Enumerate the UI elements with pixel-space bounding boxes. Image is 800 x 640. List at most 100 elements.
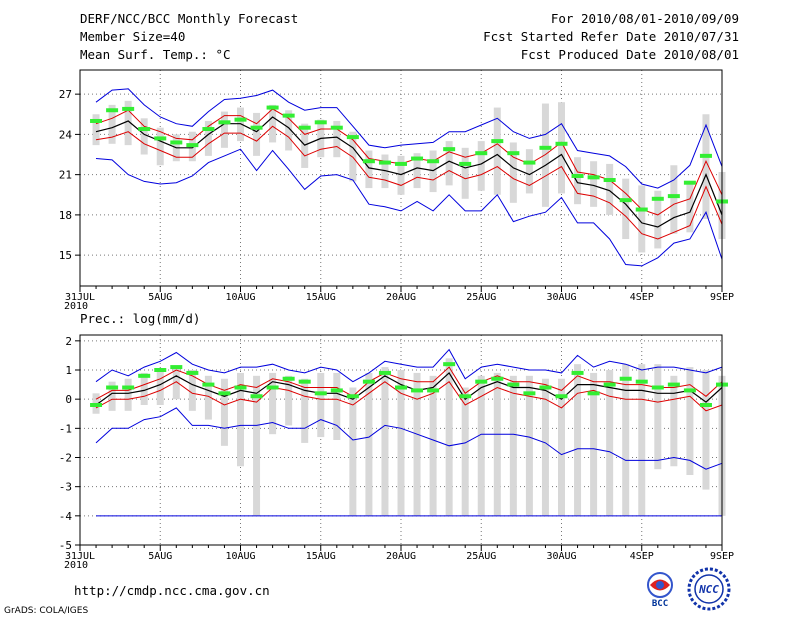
prec-xlabel-8: 9SEP xyxy=(710,551,734,562)
prec-median-8 xyxy=(202,382,215,387)
temp-xlabel-5: 25AUG xyxy=(466,292,496,303)
temp-upper-sd-line xyxy=(95,108,723,216)
prec-box-17 xyxy=(349,387,357,516)
prec-box-36 xyxy=(654,364,662,470)
prec-median-29 xyxy=(539,385,552,390)
temp-min-line xyxy=(95,148,723,267)
prec-median-37 xyxy=(667,382,680,387)
prec-median-4 xyxy=(138,373,151,378)
prec-median-33 xyxy=(603,382,616,387)
source-url[interactable]: http://cmdp.ncc.cma.gov.cn xyxy=(74,583,270,598)
temp-median-14 xyxy=(298,125,311,130)
prec-box-6 xyxy=(172,367,180,400)
temp-ylabel-4: 27 xyxy=(59,88,72,101)
temp-box-14 xyxy=(301,123,309,168)
temp-median-6 xyxy=(170,140,183,145)
prec-box-8 xyxy=(204,375,212,420)
temp-box-37 xyxy=(670,165,678,234)
forecast-period: For 2010/08/01-2010/09/09 xyxy=(550,11,739,26)
prec-xlabel-4: 20AUG xyxy=(386,551,416,562)
temp-ylabel-3: 24 xyxy=(59,128,73,141)
prec-box-5 xyxy=(156,370,164,405)
temp-box-30 xyxy=(558,102,565,194)
prec-year-label: 2010 xyxy=(64,560,88,571)
prec-median-14 xyxy=(298,379,311,384)
prec-box-39 xyxy=(702,370,710,490)
prec-median-9 xyxy=(218,391,231,396)
temp-median-37 xyxy=(667,194,680,199)
prec-median-31 xyxy=(571,370,584,375)
temp-median-24 xyxy=(459,161,472,166)
prec-median-2 xyxy=(106,385,119,390)
temp-box-18 xyxy=(365,150,373,189)
prec-box-23 xyxy=(445,358,453,516)
precip-title: Prec.: log(mm/d) xyxy=(80,311,201,326)
temp-median-22 xyxy=(427,159,440,164)
prec-box-34 xyxy=(622,364,630,516)
prec-median-10 xyxy=(234,385,247,390)
temp-median-8 xyxy=(202,127,215,132)
temp-ylabel-0: 15 xyxy=(59,249,72,262)
temp-box-8 xyxy=(204,120,212,156)
prec-median-38 xyxy=(683,388,696,393)
prec-ylabel-2: -3 xyxy=(59,481,72,494)
temp-median-16 xyxy=(330,125,343,130)
chart-title: DERF/NCC/BCC Monthly Forecast xyxy=(80,11,299,26)
temp-box-33 xyxy=(606,163,614,215)
temp-median-18 xyxy=(362,159,375,164)
prec-median-22 xyxy=(427,388,440,393)
prec-box-18 xyxy=(365,372,373,516)
prec-upper-sd-line xyxy=(95,366,723,400)
precipitation-chart: -5 -4 -3 -2 -1 0 1 2 31JUL 5AUG 10AUG 15AUG 20AUG 25A… xyxy=(59,334,734,571)
prec-box-37 xyxy=(670,375,678,467)
temp-box-36 xyxy=(654,190,662,249)
temp-median-15 xyxy=(314,120,327,125)
temp-median-2 xyxy=(106,108,119,113)
temp-box-1 xyxy=(92,114,100,146)
prec-box-21 xyxy=(413,372,421,516)
temp-box-35 xyxy=(638,185,646,253)
temp-box-4 xyxy=(140,118,148,155)
temp-median-1 xyxy=(90,118,103,123)
prec-median-13 xyxy=(282,376,295,381)
prec-box-10 xyxy=(237,372,244,467)
prec-box-16 xyxy=(333,372,341,440)
temp-year-label: 2010 xyxy=(64,301,88,310)
prec-median-28 xyxy=(523,391,536,396)
prec-box-25 xyxy=(477,375,485,516)
temp-median-13 xyxy=(282,113,295,118)
temp-xlabel-1: 5AUG xyxy=(148,292,172,303)
temp-xlabel-6: 30AUG xyxy=(546,292,576,303)
temp-box-27 xyxy=(509,142,517,203)
temp-median-38 xyxy=(683,180,696,185)
temp-box-32 xyxy=(590,161,598,207)
temp-box-16 xyxy=(333,120,341,158)
temp-median-12 xyxy=(266,105,279,110)
temp-median-33 xyxy=(603,178,616,183)
temp-median-23 xyxy=(443,147,456,152)
ncc-logo-text: NCC xyxy=(698,583,719,596)
prec-xlabel-3: 15AUG xyxy=(306,551,336,562)
prec-box-12 xyxy=(269,372,277,435)
prec-median-27 xyxy=(507,382,520,387)
prec-median-6 xyxy=(170,365,183,370)
temp-ylabel-1: 18 xyxy=(59,209,72,222)
temp-box-11 xyxy=(253,112,261,156)
temp-max-line xyxy=(95,88,723,189)
prec-median-26 xyxy=(491,376,504,381)
prec-xlabel-5: 25AUG xyxy=(466,551,496,562)
prec-median-21 xyxy=(411,388,424,393)
prec-median-20 xyxy=(395,385,407,390)
prec-box-26 xyxy=(493,372,501,516)
bcc-logo: BCC xyxy=(647,572,673,608)
prec-ylabel-5: 0 xyxy=(65,393,72,406)
temp-median-25 xyxy=(475,151,488,156)
prec-box-4 xyxy=(140,372,148,405)
temp-box-17 xyxy=(349,131,357,182)
temp-median-21 xyxy=(411,156,424,161)
prec-box-9 xyxy=(220,378,228,446)
bcc-logo-text: BCC xyxy=(652,599,668,608)
temp-box-24 xyxy=(461,147,469,199)
temp-median-30 xyxy=(555,141,568,146)
temp-box-20 xyxy=(397,155,405,195)
